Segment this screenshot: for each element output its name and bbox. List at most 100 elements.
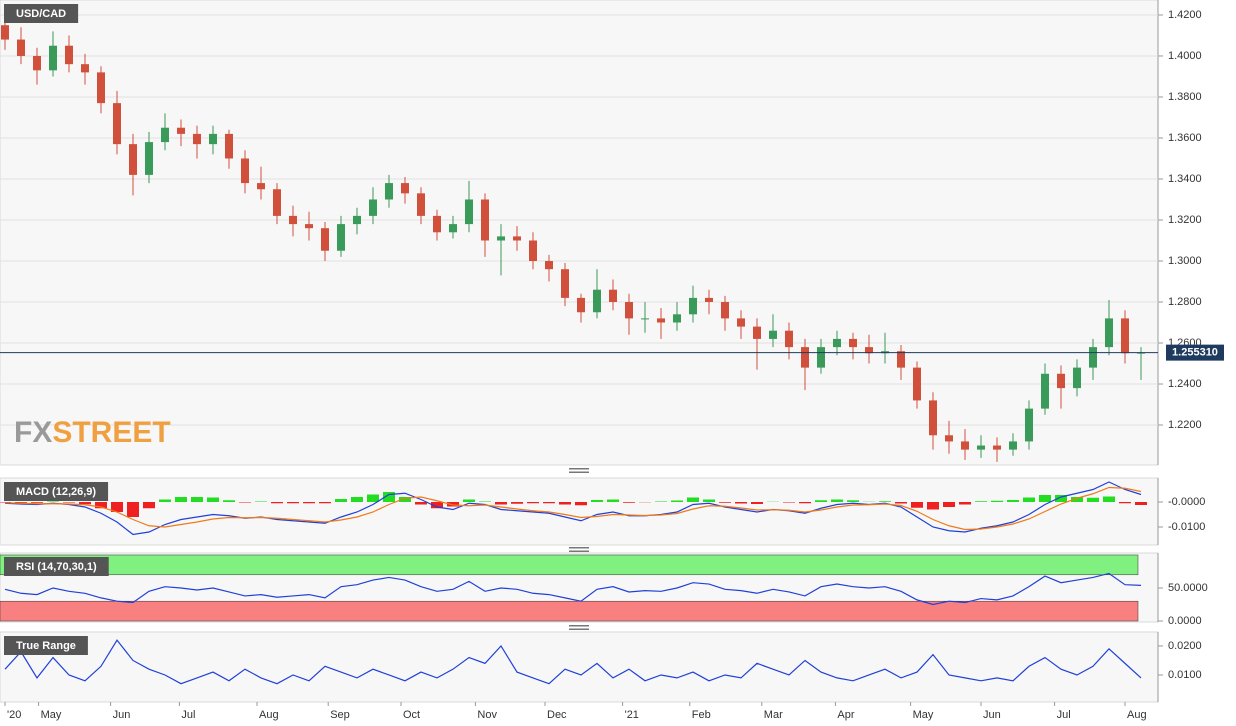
panel: 1.22001.24001.26001.28001.30001.32001.34… [0,0,1224,466]
panel-title: RSI (14,70,30,1) [4,557,109,576]
x-tick-label: Jul [181,709,195,721]
histogram-bar [511,502,523,504]
candle-body [753,326,761,339]
candle-body [593,289,601,313]
y-tick-label: 1.3400 [1168,173,1202,185]
histogram-bar [719,502,731,503]
histogram-bar [783,502,795,503]
candle-body [1089,347,1097,368]
candle-body [241,158,249,184]
histogram-bar [1103,496,1115,502]
x-tick-label: Nov [477,709,497,721]
candle-body [353,215,361,225]
candle-body [673,314,681,323]
histogram-bar [31,502,43,503]
candle-body [289,215,297,225]
candle-body [449,224,457,233]
candle-body [561,269,569,298]
candle-body [209,133,217,145]
candle-body [769,330,777,339]
histogram-bar [495,502,507,505]
histogram-bar [943,502,955,507]
candle-body [865,347,873,354]
histogram-bar [623,502,635,503]
panel-background [0,631,1159,703]
candle-body [49,45,57,71]
histogram-bar [895,502,907,504]
histogram-bar [1135,502,1147,505]
candle-body [465,199,473,225]
panel-title-text: MACD (12,26,9) [16,486,96,498]
candle-body [737,318,745,327]
series-line [4,572,1142,606]
candle-body [161,127,169,143]
series-line [4,639,1142,685]
candle-body [33,55,41,71]
histogram-bar [447,502,459,507]
candle-body [1121,318,1129,354]
panel-title: USD/CAD [4,4,79,23]
histogram-bar [959,502,971,505]
histogram-bar [1119,502,1131,504]
candle-body [1105,318,1113,348]
candle-body [1137,352,1145,354]
x-tick-label: Feb [692,709,711,721]
histogram-bar [831,499,843,502]
candle-body [945,435,953,442]
candle-body [529,240,537,261]
candle-body [817,347,825,368]
logo-part: STREET [52,416,170,449]
histogram-bar [351,497,363,502]
y-tick-label: 1.2800 [1168,296,1202,308]
histogram-bar [111,502,123,512]
candle-body [257,183,265,190]
candle-body [993,445,1001,450]
panel: -0.0000 -0.0100 MACD (12,26,9) [0,477,1205,546]
candle-body [385,183,393,200]
y-tick-label: 1.3200 [1168,214,1202,226]
panel-title-box [4,557,109,576]
y-tick-label: 1.2200 [1168,419,1202,431]
candle-body [513,236,521,241]
x-tick-label: Jun [983,709,1001,721]
x-tick-label: Aug [259,709,279,721]
candle-body [321,228,329,251]
panel-background [0,0,1159,466]
histogram-bar [559,502,571,505]
x-tick-label: Dec [547,709,567,721]
candle-body [225,133,233,159]
candle-body [977,445,985,450]
histogram-bar [143,502,155,509]
histogram-bar [575,502,587,506]
panel-title-box [4,482,109,501]
y-tick-label: 0.0000 [1168,615,1202,627]
y-tick-label: 1.4200 [1168,9,1202,21]
candle-body [113,103,121,145]
candle-body [1073,367,1081,389]
candle-body [1,25,9,40]
histogram-bar [799,502,811,504]
x-tick-label: May [41,709,62,721]
histogram-bar [79,502,91,505]
histogram-bar [191,497,203,502]
histogram-bar [431,502,443,509]
last-price-box [1166,344,1224,361]
histogram-bar [847,500,859,502]
candle-body [273,189,281,216]
histogram-bar [15,502,27,503]
histogram-bar [591,500,603,502]
histogram-bar [127,502,139,517]
histogram-bar [159,499,171,502]
candle-body [433,215,441,233]
y-tick-label: 1.3000 [1168,255,1202,267]
candle-body [657,318,665,323]
y-tick-label: 0.0200 [1168,640,1202,652]
histogram-bar [287,502,299,504]
panel: 50.0000 0.0000 RSI (14,70,30,1) [0,552,1208,627]
candle-body [497,236,505,241]
histogram-bar [975,501,987,502]
y-tick-label: 1.4000 [1168,50,1202,62]
histogram-bar [63,502,75,503]
y-tick-label: -0.0000 [1168,496,1205,508]
